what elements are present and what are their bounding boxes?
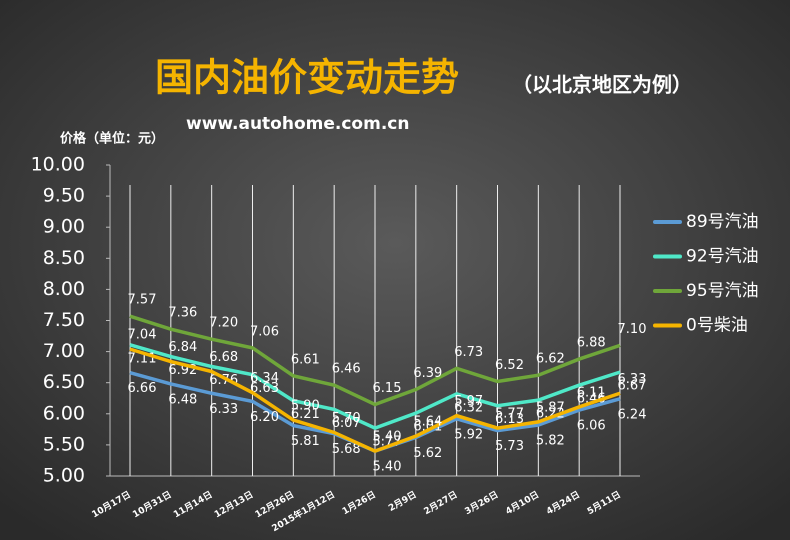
data-label: 7.36: [168, 306, 197, 321]
data-label: 7.20: [209, 316, 238, 331]
data-label: 6.33: [209, 402, 238, 417]
y-tick-label: 9.50: [43, 185, 85, 207]
data-label: 6.22: [536, 407, 565, 422]
data-label: 6.32: [454, 400, 483, 415]
data-label: 6.62: [536, 352, 565, 367]
y-tick-label: 10.00: [31, 154, 85, 176]
data-label: 6.24: [618, 407, 647, 422]
data-label: 6.07: [332, 416, 361, 431]
y-tick-label: 7.00: [43, 340, 85, 362]
data-label: 5.82: [536, 433, 565, 448]
y-tick-label: 5.00: [43, 465, 85, 487]
y-tick-label: 9.00: [43, 216, 85, 238]
data-label: 5.62: [413, 446, 442, 461]
data-label: 6.11: [577, 385, 606, 400]
data-label: 5.81: [291, 434, 320, 449]
y-tick-label: 5.50: [43, 433, 85, 455]
data-label: 6.48: [168, 392, 197, 407]
data-label: 5.70: [332, 411, 361, 426]
data-label: 5.87: [536, 400, 565, 415]
legend-label: 89号汽油: [686, 212, 759, 232]
data-label: 6.61: [291, 352, 320, 367]
data-label: 6.68: [209, 350, 238, 365]
data-label: 6.46: [332, 362, 361, 377]
data-label: 7.06: [250, 324, 279, 339]
data-label: 6.20: [250, 410, 279, 425]
data-label: 7.04: [128, 328, 157, 343]
y-tick-label: 6.50: [43, 371, 85, 393]
data-label: 5.40: [373, 460, 402, 475]
legend-label: 0号柴油: [686, 316, 748, 336]
data-label: 6.46: [577, 392, 606, 407]
y-tick-label: 8.50: [43, 247, 85, 269]
series-line: [129, 314, 621, 407]
data-label: 6.52: [495, 358, 524, 373]
data-label: 6.34: [250, 371, 279, 386]
series-line: [129, 347, 621, 454]
data-label: 6.76: [209, 373, 238, 388]
y-tick-label: 7.50: [43, 309, 85, 331]
data-label: 6.66: [128, 381, 157, 396]
series-line: [129, 343, 621, 430]
data-label: 6.63: [250, 381, 279, 396]
data-label: 5.68: [332, 442, 361, 457]
data-label: 6.39: [413, 366, 442, 381]
y-tick-label: 8.00: [43, 278, 85, 300]
data-label: 6.73: [454, 345, 483, 360]
y-axis-label: 价格（单位：元）: [60, 131, 164, 147]
data-label: 6.21: [291, 407, 320, 422]
data-label: 5.77: [495, 407, 524, 422]
data-label: 6.01: [413, 420, 442, 435]
data-label: 7.10: [618, 322, 647, 337]
data-label: 7.57: [128, 293, 157, 308]
legend-label: 92号汽油: [686, 247, 759, 267]
data-label: 6.84: [168, 340, 197, 355]
data-label: 6.67: [618, 379, 647, 394]
data-label: 5.97: [454, 394, 483, 409]
chart-subtitle: （以北京地区为例）: [512, 73, 692, 97]
data-label: 5.92: [454, 427, 483, 442]
data-label: 5.90: [291, 399, 320, 414]
data-label: 5.73: [495, 439, 524, 454]
chart-title: 国内油价变动走势: [155, 56, 459, 100]
data-label: 5.40: [373, 430, 402, 445]
legend-label: 95号汽油: [686, 281, 759, 301]
data-label: 6.33: [618, 372, 647, 387]
data-label: 6.15: [373, 381, 402, 396]
data-label: 5.64: [413, 415, 442, 430]
y-tick-label: 6.00: [43, 402, 85, 424]
source: www.autohome.com.cn: [186, 114, 409, 134]
data-label: 6.06: [577, 419, 606, 434]
data-label: 6.88: [577, 336, 606, 351]
